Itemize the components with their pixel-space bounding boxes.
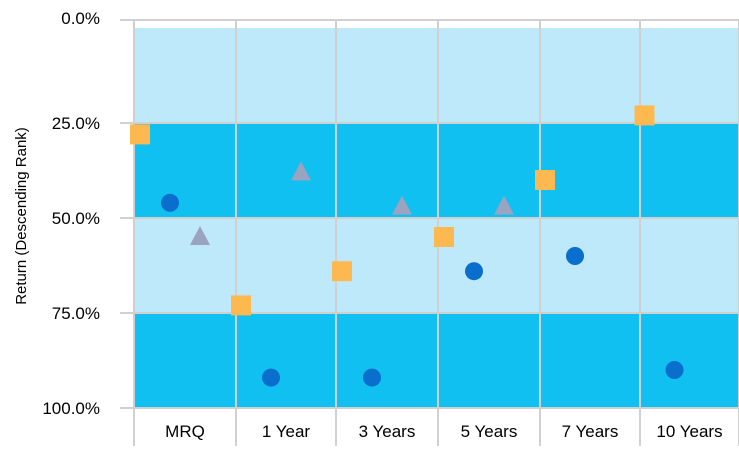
grid-layer: [133, 20, 739, 446]
x-tick-label: 7 Years: [562, 422, 619, 441]
square-marker: [634, 105, 655, 126]
circle-marker: [465, 262, 483, 281]
y-tick-label: 25.0%: [52, 114, 100, 133]
circle-marker: [363, 368, 381, 387]
circle-marker: [262, 368, 280, 387]
y-tick-label: 100.0%: [42, 399, 100, 418]
circle-marker: [665, 361, 684, 379]
y-tick-label: 75.0%: [52, 304, 100, 323]
marks-layer: [130, 105, 684, 387]
square-marker: [130, 124, 150, 145]
triangle-marker: [291, 161, 311, 181]
circle-marker: [161, 193, 179, 212]
x-tick-label: 3 Years: [359, 422, 416, 441]
x-tick-label: MRQ: [165, 422, 205, 441]
triangle-marker: [190, 226, 210, 245]
square-marker: [332, 261, 352, 282]
circle-marker: [566, 247, 584, 265]
triangle-marker: [494, 195, 514, 215]
square-marker: [231, 295, 251, 316]
axis-layer: 0.0% 25.0% 50.0% 75.0% 100.0% MRQ 1 Year 3 Year…: [42, 9, 739, 441]
bands-layer: [134, 28, 739, 408]
x-tick-label: 5 Years: [461, 422, 518, 441]
y-axis-title: Return (Descending Rank): [13, 127, 30, 305]
triangle-marker: [392, 195, 412, 215]
y-tick-label: 0.0%: [61, 9, 100, 28]
band-3: [134, 313, 739, 408]
band-1: [134, 123, 739, 218]
y-tick-label: 50.0%: [52, 209, 100, 228]
square-marker: [434, 227, 454, 247]
x-tick-label: 1 Year: [262, 422, 311, 441]
x-tick-label: 10 Years: [656, 422, 722, 441]
square-marker: [535, 170, 555, 190]
